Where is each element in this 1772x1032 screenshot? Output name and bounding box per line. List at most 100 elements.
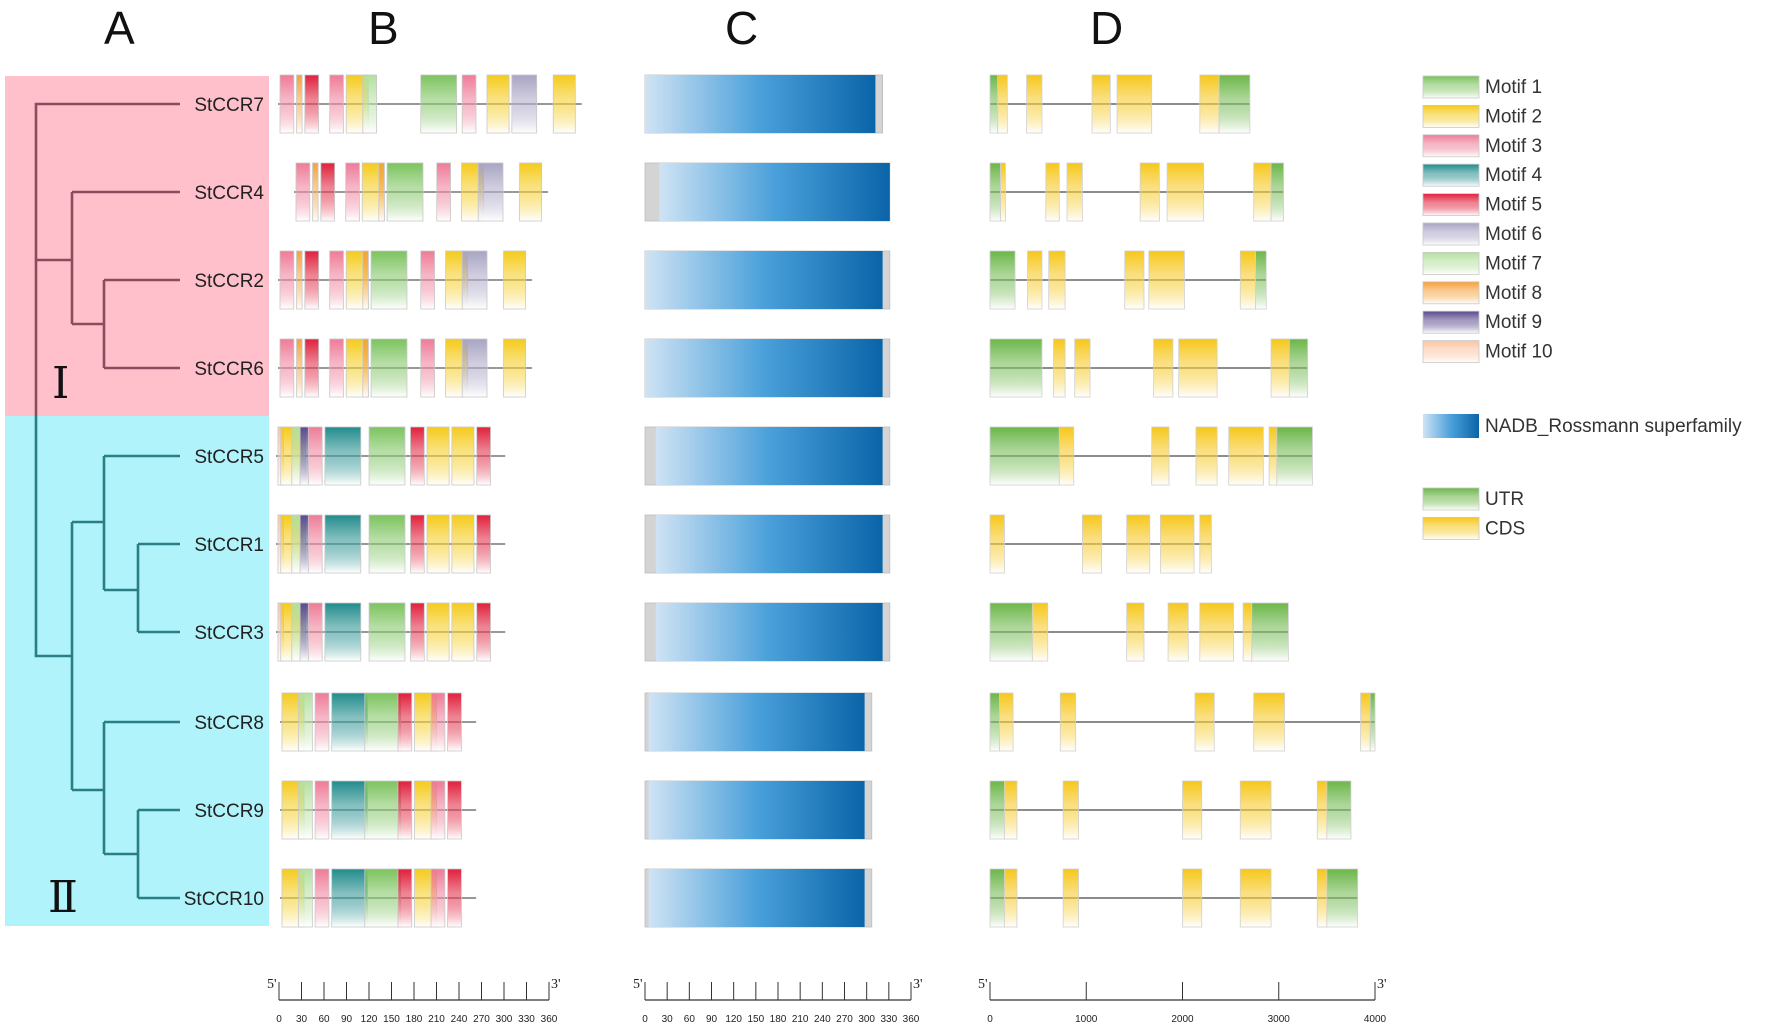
legend-label-motif-4: Motif 4 (1485, 165, 1542, 186)
scale-tick-label-c-0: 0 (642, 1014, 648, 1025)
motif-box-stccr7-10 (552, 74, 576, 134)
protein-domain-stccr4 (659, 163, 890, 221)
scale-tick-label-b-4: 120 (361, 1014, 378, 1025)
legend-swatch-motif-7 (1422, 251, 1480, 275)
legend: Motif 1 Motif 2 Motif 3 Motif 4 Motif 5 Motif… (1422, 75, 1742, 540)
motif-box-stccr6-6 (370, 338, 408, 398)
structure-cds-stccr8-4 (1253, 692, 1285, 752)
structure-cds-stccr4-1 (1000, 162, 1006, 222)
structure-cds-stccr3-1 (1031, 602, 1049, 662)
motif-box-stccr3-6 (368, 602, 406, 662)
structure-utr-stccr6-6 (1288, 338, 1309, 398)
scale-tick-label-c-8: 240 (814, 1014, 831, 1025)
motif-box-stccr1-9 (451, 514, 475, 574)
structure-cds-stccr2-4 (1148, 250, 1185, 310)
legend-swatch-motif-3 (1422, 134, 1480, 158)
motif-box-stccr2-6 (370, 250, 408, 310)
legend-label-utr: UTR (1485, 489, 1524, 510)
protein-domain-stccr5 (655, 427, 883, 485)
panel-label-d: D (1090, 2, 1123, 54)
motif-box-stccr6-2 (304, 338, 320, 398)
structure-cds-stccr1-0 (989, 514, 1005, 574)
legend-swatch-domain (1423, 414, 1479, 438)
scale-start-label-c: 5' (633, 977, 643, 992)
structure-cds-stccr4-3 (1066, 162, 1083, 222)
legend-label-domain: NADB_Rossmann superfamily (1485, 416, 1742, 437)
gene-row-stccr9: StCCR9 (194, 780, 1352, 840)
legend-label-motif-7: Motif 7 (1485, 253, 1542, 274)
structure-utr-stccr4-7 (1270, 162, 1284, 222)
structure-cds-stccr6-1 (1053, 338, 1066, 398)
motif-box-stccr3-8 (426, 602, 450, 662)
structure-cds-stccr7-4 (1116, 74, 1153, 134)
scale-bar-c: 0 30 60 90 120 150 180 210 240 270 300 330 360 5' 3' (633, 977, 923, 1025)
structure-cds-stccr5-4 (1228, 426, 1264, 486)
gene-row-stccr3: StCCR3 (194, 602, 1289, 662)
structure-cds-stccr6-3 (1153, 338, 1174, 398)
structure-cds-stccr6-2 (1074, 338, 1091, 398)
motif-box-stccr4-0 (295, 162, 311, 222)
structure-cds-stccr4-5 (1166, 162, 1205, 222)
structure-cds-stccr3-4 (1199, 602, 1234, 662)
gene-row-stccr1: StCCR1 (194, 514, 1212, 574)
legend-label-cds: CDS (1485, 518, 1525, 539)
legend-label-motif-5: Motif 5 (1485, 195, 1542, 216)
motif-box-stccr2-0 (279, 250, 295, 310)
motif-box-stccr6-3 (329, 338, 344, 398)
motif-box-stccr4-5 (378, 162, 385, 222)
scale-bar-b: 0 30 60 90 120 150 180 210 240 270 300 330 360 5' 3' (267, 977, 561, 1025)
protein-domain-stccr10 (648, 869, 865, 927)
legend-swatch-motif-4 (1422, 163, 1480, 187)
structure-utr-stccr8-0 (989, 692, 1001, 752)
structure-utr-stccr9-6 (1326, 780, 1352, 840)
legend-label-motif-10: Motif 10 (1485, 342, 1553, 363)
motif-box-stccr1-8 (426, 514, 450, 574)
gene-label-stccr1: StCCR1 (194, 535, 264, 556)
structure-cds-stccr9-5 (1316, 780, 1328, 840)
motif-box-stccr1-6 (368, 514, 406, 574)
motif-box-stccr2-2 (304, 250, 320, 310)
scale-tick-label-d-3: 3000 (1268, 1014, 1291, 1025)
structure-cds-stccr5-2 (1151, 426, 1170, 486)
gene-row-stccr4: StCCR4 (194, 162, 1284, 222)
motif-box-stccr5-8 (426, 426, 450, 486)
motif-box-stccr3-3 (299, 602, 309, 662)
structure-cds-stccr4-6 (1253, 162, 1272, 222)
structure-utr-stccr3-0 (989, 602, 1033, 662)
scale-tick-label-b-3: 90 (341, 1014, 353, 1025)
gene-label-stccr7: StCCR7 (194, 95, 264, 116)
motif-box-stccr6-0 (279, 338, 295, 398)
structure-utr-stccr7-0 (989, 74, 999, 134)
legend-swatch-motif-1 (1422, 75, 1480, 99)
motif-box-stccr9-4 (364, 780, 402, 840)
motif-box-stccr6-10 (503, 338, 527, 398)
legend-swatch-motif-9 (1422, 310, 1480, 334)
structure-utr-stccr10-0 (989, 868, 1005, 928)
scale-start-label-d: 5' (978, 977, 988, 992)
motif-box-stccr5-5 (324, 426, 362, 486)
legend-label-motif-1: Motif 1 (1485, 77, 1542, 98)
phylo-tree-group-II (34, 416, 180, 900)
motif-box-stccr1-4 (307, 514, 323, 574)
motif-box-stccr9-8 (447, 780, 462, 840)
gene-label-stccr2: StCCR2 (194, 271, 264, 292)
gene-label-stccr4: StCCR4 (194, 183, 264, 204)
legend-swatch-motif-8 (1422, 281, 1480, 305)
structure-cds-stccr10-1 (1004, 868, 1018, 928)
structure-cds-stccr4-4 (1139, 162, 1160, 222)
motif-box-stccr1-3 (299, 514, 309, 574)
motif-box-stccr10-5 (397, 868, 413, 928)
structure-cds-stccr8-3 (1194, 692, 1215, 752)
gene-label-stccr3: StCCR3 (194, 623, 264, 644)
legend-label-motif-6: Motif 6 (1485, 224, 1542, 245)
panel-label-a: A (104, 2, 135, 54)
motif-box-stccr8-3 (331, 692, 368, 752)
motif-box-stccr3-7 (410, 602, 425, 662)
gene-row-stccr8: StCCR8 (194, 692, 1376, 752)
motif-box-stccr3-4 (307, 602, 323, 662)
structure-utr-stccr2-0 (989, 250, 1016, 310)
structure-utr-stccr4-0 (989, 162, 1001, 222)
motif-box-stccr7-2 (304, 74, 320, 134)
structure-cds-stccr2-1 (1027, 250, 1043, 310)
structure-cds-stccr1-3 (1159, 514, 1195, 574)
